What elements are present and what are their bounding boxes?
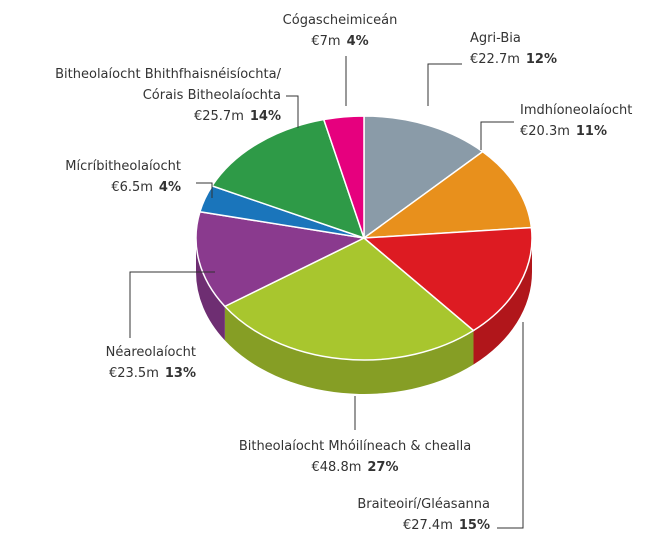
- leader-line: [286, 95, 299, 128]
- value-row: €25.7m 14%: [55, 106, 281, 127]
- amount-label: €22.7m: [470, 52, 520, 67]
- percent-label: 4%: [158, 180, 181, 195]
- leader-line: [196, 182, 213, 198]
- category-name: Mícríbitheolaíocht: [65, 159, 181, 174]
- percent-label: 27%: [367, 460, 399, 475]
- category-name: Imdhíoneolaíocht: [520, 103, 633, 118]
- slice: [195, 210, 367, 308]
- value-row: €7m 4%: [283, 31, 398, 52]
- percent-label: 14%: [249, 109, 281, 124]
- amount-label: €6.5m: [111, 180, 153, 195]
- percent-label: 15%: [458, 518, 490, 533]
- percent-label: 13%: [164, 366, 196, 381]
- amount-label: €25.7m: [193, 109, 244, 124]
- leader-line: [427, 63, 462, 106]
- amount-label: €7m: [311, 34, 341, 49]
- amount-label: €20.3m: [520, 124, 570, 139]
- slice-label: Bitheolaíocht Bhithfhaisnéisíochta/ Córa…: [55, 64, 281, 127]
- amount-label: €48.8m: [311, 460, 362, 475]
- category-name: Agri-Bia: [470, 31, 521, 46]
- slice: [363, 115, 484, 240]
- slice-side: [473, 238, 532, 365]
- slice: [362, 226, 533, 332]
- slice-label: Néareolaíocht €23.5m 13%: [106, 342, 196, 384]
- slice: [361, 150, 533, 239]
- slice: [210, 118, 366, 240]
- category-name: Braiteoirí/Gléasanna: [357, 497, 490, 512]
- value-row: €27.4m 15%: [357, 515, 490, 536]
- amount-label: €23.5m: [108, 366, 159, 381]
- percent-label: 12%: [525, 52, 558, 67]
- amount-label: €27.4m: [402, 518, 453, 533]
- category-name: Néareolaíocht: [105, 345, 196, 360]
- percent-label: 4%: [346, 34, 369, 49]
- leader-line: [497, 322, 524, 529]
- value-row: €20.3m 11%: [520, 121, 632, 142]
- slice-side: [224, 306, 474, 395]
- slice-label: Bitheolaíocht Mhóilíneach & chealla €48.8…: [239, 436, 471, 478]
- category-name: Cógascheimiceán: [282, 13, 398, 28]
- value-row: €22.7m 12%: [470, 49, 557, 70]
- slice-label: Cógascheimiceán €7m 4%: [283, 10, 398, 52]
- leader-line: [129, 271, 215, 338]
- category-name: Bitheolaíocht Bhithfhaisnéisíochta/ Córa…: [55, 67, 281, 103]
- slice: [223, 237, 475, 361]
- percent-label: 11%: [575, 124, 608, 139]
- value-row: €6.5m 4%: [65, 177, 181, 198]
- leader-line: [480, 121, 514, 150]
- slice-label: Agri-Bia €22.7m 12%: [470, 28, 557, 70]
- value-row: €23.5m 13%: [106, 363, 196, 384]
- slice-label: Mícríbitheolaíocht €6.5m 4%: [65, 156, 181, 198]
- slice-side: [196, 238, 225, 341]
- slice-label: Braiteoirí/Gléasanna €27.4m 15%: [357, 494, 490, 536]
- slice: [322, 115, 365, 239]
- value-row: €48.8m 27%: [239, 457, 471, 478]
- category-name: Bitheolaíocht Mhóilíneach & chealla: [238, 439, 472, 454]
- slice-label: Imdhíoneolaíocht €20.3m 11%: [520, 100, 632, 142]
